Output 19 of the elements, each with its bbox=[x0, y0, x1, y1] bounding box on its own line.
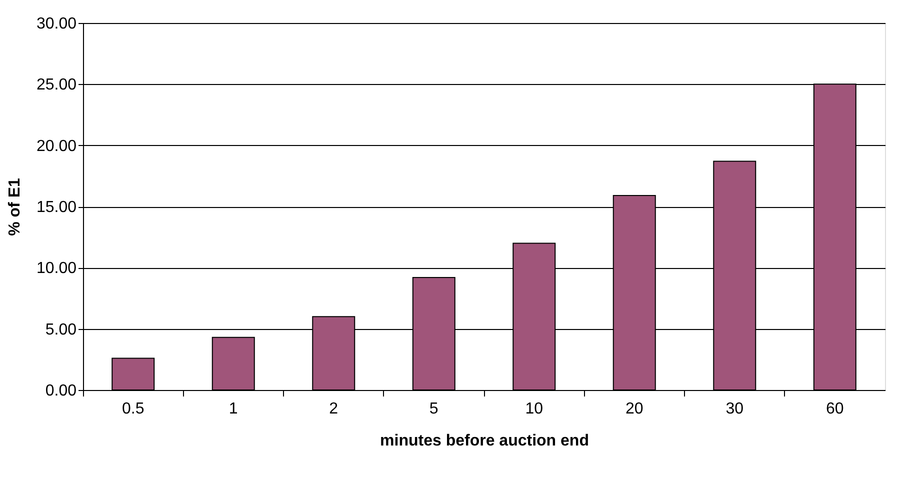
y-tick-label: 15.00 bbox=[36, 199, 77, 216]
x-tick-label: 2 bbox=[329, 400, 338, 418]
y-tick-label: 5.00 bbox=[45, 321, 77, 338]
y-axis-title: % of E1 bbox=[6, 178, 24, 236]
x-tick-label: 1 bbox=[228, 400, 238, 418]
x-tick-label: 20 bbox=[625, 400, 644, 418]
bar bbox=[212, 336, 255, 390]
y-tick-label: 30.00 bbox=[36, 16, 77, 32]
x-axis-title: minutes before auction end bbox=[380, 432, 589, 450]
x-tick-label: 30 bbox=[726, 400, 744, 418]
x-tick-label: 60 bbox=[826, 400, 844, 418]
x-tick-label: 0.5 bbox=[122, 400, 144, 418]
x-tick-label: 10 bbox=[525, 400, 544, 418]
y-tick-label: 25.00 bbox=[36, 76, 77, 94]
y-tick-label: 20.00 bbox=[36, 138, 77, 155]
x-tick-label: 5 bbox=[429, 400, 438, 418]
y-tick-label: 10.00 bbox=[36, 260, 77, 278]
bar bbox=[112, 358, 155, 390]
y-tick-label: 0.00 bbox=[45, 382, 77, 400]
